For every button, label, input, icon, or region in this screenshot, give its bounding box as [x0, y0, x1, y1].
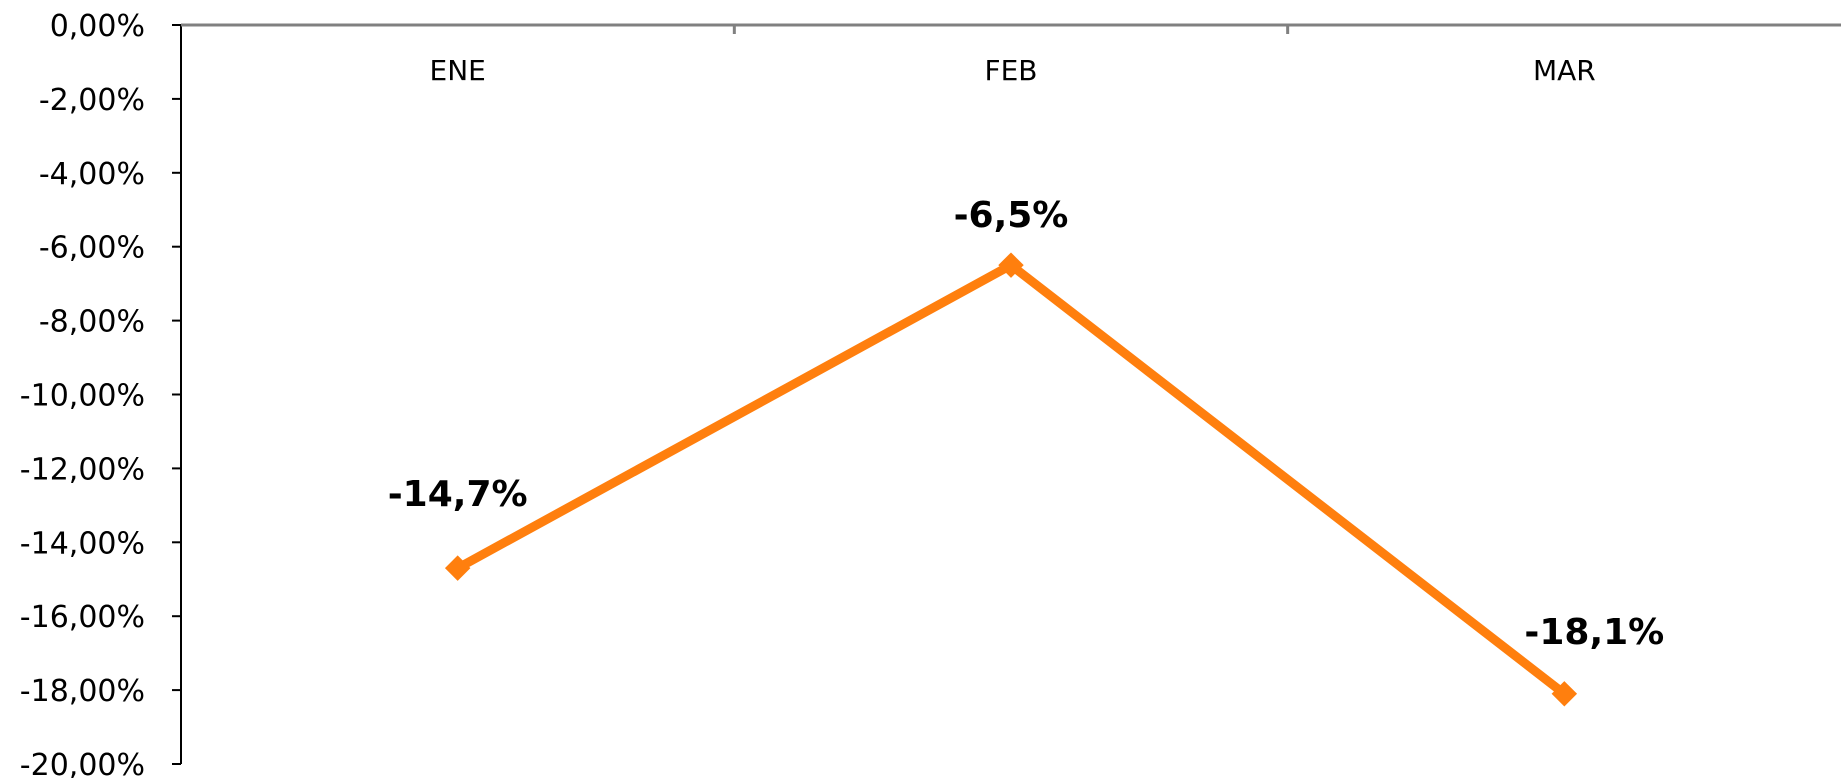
y-tick-label: -6,00% — [39, 231, 145, 266]
y-tick-label: -8,00% — [39, 305, 145, 340]
data-label: -6,5% — [954, 195, 1069, 236]
y-axis: 0,00% -2,00% -4,00% -6,00% -8,00% -10,00% -12,… — [20, 9, 182, 778]
y-tick-label: -16,00% — [20, 600, 145, 635]
y-tick-label: -4,00% — [39, 157, 145, 192]
x-tick-label: MAR — [1533, 54, 1596, 87]
series-group — [444, 252, 1578, 707]
y-tick-label: -14,00% — [20, 526, 145, 561]
data-labels: -14,7% -6,5% -18,1% — [388, 195, 1665, 653]
data-label: -18,1% — [1524, 612, 1664, 653]
data-label: -14,7% — [388, 474, 528, 515]
x-axis: ENE FEB MAR — [181, 23, 1841, 87]
y-tick-label: 0,00% — [50, 9, 145, 44]
data-point-marker — [998, 252, 1024, 278]
y-tick-label: -2,00% — [39, 83, 145, 118]
data-point-marker — [444, 555, 471, 581]
y-tick-label: -10,00% — [20, 379, 145, 414]
y-tick-label: -20,00% — [20, 748, 145, 778]
y-tick-label: -12,00% — [20, 452, 145, 487]
x-tick-label: ENE — [430, 54, 486, 87]
y-tick-label: -18,00% — [20, 674, 145, 709]
x-tick-label: FEB — [984, 54, 1037, 87]
series-line — [455, 259, 1568, 698]
